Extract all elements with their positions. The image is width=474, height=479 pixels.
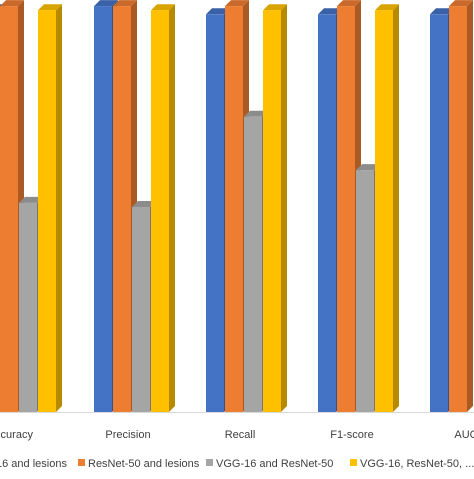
bar-top (38, 4, 62, 11)
bar-front (449, 6, 467, 412)
bar-vgg-16-resnet-50--recall (263, 4, 287, 412)
category-label: Recall (225, 429, 256, 441)
bar-front (430, 14, 448, 413)
bar-side (56, 4, 62, 412)
bar-side (467, 0, 473, 412)
category-label: F1-score (330, 429, 373, 441)
bar-top (0, 0, 24, 7)
legend-label: ResNet-50 and lesions (88, 458, 200, 470)
bar-top (375, 4, 399, 11)
bar-side (393, 4, 399, 412)
bar-front (356, 170, 374, 412)
bar-front (19, 202, 37, 412)
bar-top (94, 0, 118, 7)
bar-side (169, 4, 175, 412)
legend-swatch (350, 459, 357, 466)
bar-top (225, 0, 249, 7)
bar-top (19, 196, 43, 203)
bar-top (263, 4, 287, 11)
bar-front (337, 6, 355, 412)
bar-top (318, 8, 342, 15)
bar-top (206, 8, 230, 15)
legend-label: 16 and lesions (0, 458, 67, 470)
bar-front (375, 10, 393, 412)
bar-top (132, 201, 156, 207)
bar-top (113, 0, 137, 7)
bar-top (356, 164, 380, 171)
bar-front (318, 14, 336, 413)
bar-front (225, 6, 243, 412)
legend-swatch (78, 459, 85, 466)
bar-front (132, 207, 150, 412)
bar-front (206, 14, 224, 413)
bar-top (151, 4, 175, 11)
legend-label: VGG-16, ResNet-50, ... (360, 458, 474, 470)
bar-front (0, 6, 18, 412)
bar-vgg-16-resnet-50--precision (151, 4, 175, 412)
bar-side (281, 4, 287, 412)
bar-top (449, 0, 473, 7)
category-label: AUC (454, 429, 474, 441)
bar-front (151, 10, 169, 412)
legend-swatch (206, 459, 213, 466)
category-label: Precision (105, 429, 150, 441)
bar-front (113, 6, 131, 412)
bar-top (337, 0, 361, 7)
bar-front (38, 10, 56, 412)
bar-vgg-16-resnet-50--f1-score (375, 4, 399, 412)
legend-label: VGG-16 and ResNet-50 (216, 458, 333, 470)
bar-vgg-16-resnet-50--accuracy (38, 4, 62, 412)
category-label: ccuracy (0, 429, 33, 441)
bar-top (430, 8, 454, 15)
bar-front (263, 10, 281, 412)
bar-top (244, 110, 268, 117)
bar-resnet-50-and-lesions-auc (449, 0, 473, 412)
bar-front (244, 116, 262, 413)
bar-front (94, 6, 112, 412)
